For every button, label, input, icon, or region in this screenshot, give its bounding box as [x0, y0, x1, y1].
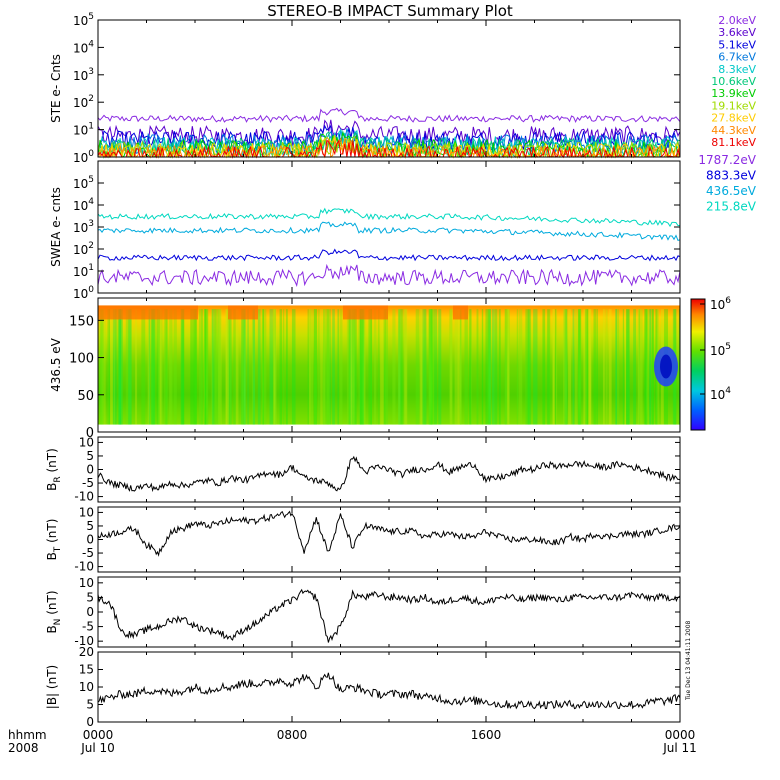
colorbar — [690, 298, 706, 431]
time-tick-date: Jul 11 — [662, 741, 697, 755]
swea-series-883.3eV — [97, 248, 681, 262]
pad-ytick-label: 150 — [69, 314, 94, 329]
ste-ytick-label: 102 — [73, 94, 94, 110]
swea-ytick-label: 102 — [73, 241, 94, 257]
time-tick-hhmm: 1600 — [471, 728, 502, 742]
bn-line — [97, 588, 681, 643]
ste-legend-81.1keV: 81.1keV — [711, 136, 756, 149]
bmag-ytick-label: 20 — [79, 645, 94, 659]
bt-ytick-label: 5 — [86, 519, 94, 533]
ste-legend-3.6keV: 3.6keV — [718, 26, 756, 39]
pad-ylabel: 436.5 eV — [49, 337, 63, 392]
bmag-ytick-label: 15 — [79, 663, 94, 677]
panels: 2.0keV3.6keV5.1keV6.7keV8.3keV10.6keV13.… — [45, 12, 757, 729]
swea-series-1787.2eV — [97, 263, 681, 287]
time-axis-label-hhmm: hhmm — [8, 728, 47, 742]
ste-legend-27.8keV: 27.8keV — [711, 112, 756, 125]
ste-legend-13.9keV: 13.9keV — [711, 87, 756, 100]
swea-ylabel: SWEA e- cnts — [49, 187, 63, 267]
bn-ytick-label: -10 — [74, 634, 94, 648]
swea-legend-436.5eV: 436.5eV — [706, 184, 757, 198]
time-axis-label-year: 2008 — [8, 741, 39, 755]
time-tick-hhmm: 0000 — [83, 728, 114, 742]
swea-legend-215.8eV: 215.8eV — [706, 200, 757, 214]
bmag-ylabel: |B| (nT) — [45, 665, 59, 709]
bn-ytick-label: 5 — [86, 590, 94, 604]
bmag-panel-frame — [97, 651, 681, 723]
swea-series-215.8eV — [97, 207, 681, 228]
br-ytick-label: 5 — [86, 449, 94, 463]
br-ylabel: BR (nT) — [45, 448, 63, 491]
ste-ytick-label: 103 — [73, 67, 94, 83]
bt-panel-frame — [97, 506, 681, 573]
pad-ytick-label: 100 — [69, 352, 94, 367]
bmag-ytick-label: 0 — [86, 715, 94, 729]
br-line — [97, 455, 681, 493]
bmag-ytick-label: 5 — [86, 698, 94, 712]
ste-legend-2.0keV: 2.0keV — [718, 14, 756, 27]
ste-ytick-label: 100 — [73, 149, 94, 165]
bmag-line — [97, 672, 681, 710]
bt-ylabel: BT (nT) — [45, 519, 63, 561]
ste-legend-44.3keV: 44.3keV — [711, 124, 756, 137]
swea-legend-1787.2eV: 1787.2eV — [698, 153, 756, 167]
bt-ytick-label: -5 — [82, 546, 94, 560]
bn-ytick-label: 0 — [86, 605, 94, 619]
swea-ytick-label: 103 — [73, 219, 94, 235]
swea-series-436.5eV — [97, 221, 681, 242]
colorbar-tick-label: 106 — [710, 296, 731, 312]
plot-title: STEREO-B IMPACT Summary Plot — [267, 2, 513, 20]
swea-ytick-label: 104 — [73, 197, 94, 213]
colorbar-tick-label: 104 — [710, 386, 731, 402]
pad-ytick-label: 0 — [86, 426, 94, 441]
ste-ytick-label: 105 — [73, 12, 94, 28]
bt-ytick-label: 10 — [79, 505, 94, 519]
bn-ytick-label: -5 — [82, 620, 94, 634]
br-ytick-label: 0 — [86, 463, 94, 477]
bn-panel-frame — [97, 576, 681, 648]
ste-legend-19.1keV: 19.1keV — [711, 99, 756, 112]
ste-legend-10.6keV: 10.6keV — [711, 75, 756, 88]
ste-ytick-label: 104 — [73, 39, 94, 55]
bt-line — [97, 510, 681, 557]
ste-legend-8.3keV: 8.3keV — [718, 63, 756, 76]
bmag-ytick-label: 10 — [79, 680, 94, 694]
br-ytick-label: -10 — [74, 490, 94, 504]
time-tick-hhmm: 0800 — [277, 728, 308, 742]
ste-series-2.0keV — [97, 107, 681, 124]
time-tick-hhmm: 0000 — [665, 728, 696, 742]
pad-heatmap — [98, 305, 681, 425]
swea-ytick-label: 105 — [73, 175, 94, 191]
ste-legend-6.7keV: 6.7keV — [718, 51, 756, 64]
bt-ytick-label: -10 — [74, 560, 94, 574]
bn-ytick-label: 10 — [79, 576, 94, 590]
colorbar-tick-label: 105 — [710, 342, 731, 358]
swea-legend-883.3eV: 883.3eV — [706, 169, 757, 183]
ste-ylabel: STE e- Cnts — [49, 54, 63, 123]
side-timestamp: Tue Dec 13 04:41:11 2008 — [685, 620, 692, 701]
ste-series-10.6keV — [97, 129, 681, 159]
swea-ytick-label: 100 — [73, 285, 94, 301]
ste-ytick-label: 101 — [73, 122, 94, 138]
br-ytick-label: 10 — [79, 435, 94, 449]
pad-ytick-label: 50 — [77, 389, 94, 404]
bn-ylabel: BN (nT) — [45, 590, 63, 633]
bt-ytick-label: 0 — [86, 533, 94, 547]
time-tick-date: Jul 10 — [80, 741, 115, 755]
swea-ytick-label: 101 — [73, 263, 94, 279]
br-ytick-label: -5 — [82, 476, 94, 490]
ste-legend-5.1keV: 5.1keV — [718, 38, 756, 51]
